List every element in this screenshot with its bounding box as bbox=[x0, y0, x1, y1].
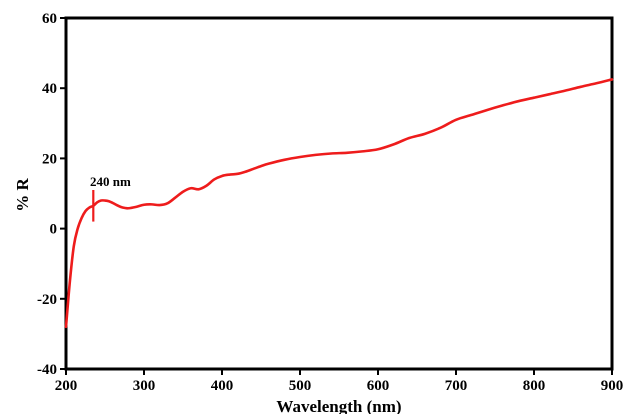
y-tick-label: 0 bbox=[50, 222, 58, 238]
x-tick-label: 900 bbox=[601, 378, 624, 394]
x-axis-ticks: 200 300 400 500 600 700 800 900 bbox=[55, 369, 624, 394]
y-tick-label: 20 bbox=[42, 151, 57, 167]
x-tick-label: 500 bbox=[289, 378, 312, 394]
y-axis-title: % R bbox=[13, 178, 32, 212]
x-tick-label: 800 bbox=[523, 378, 546, 394]
annotation-label: 240 nm bbox=[90, 174, 131, 189]
x-tick-label: 700 bbox=[445, 378, 468, 394]
x-tick-label: 300 bbox=[133, 378, 156, 394]
y-tick-label: 60 bbox=[42, 11, 57, 27]
x-axis-title: Wavelength (nm) bbox=[276, 397, 401, 414]
x-tick-label: 200 bbox=[55, 378, 78, 394]
y-axis-ticks: -40 -20 0 20 40 60 bbox=[37, 11, 66, 378]
x-tick-label: 600 bbox=[367, 378, 390, 394]
y-tick-label: -40 bbox=[37, 362, 57, 378]
plot-frame bbox=[64, 16, 614, 371]
y-tick-label: 40 bbox=[42, 81, 57, 97]
reflectance-series-line bbox=[64, 78, 614, 329]
y-tick-label: -20 bbox=[37, 292, 57, 308]
x-tick-label: 400 bbox=[211, 378, 234, 394]
